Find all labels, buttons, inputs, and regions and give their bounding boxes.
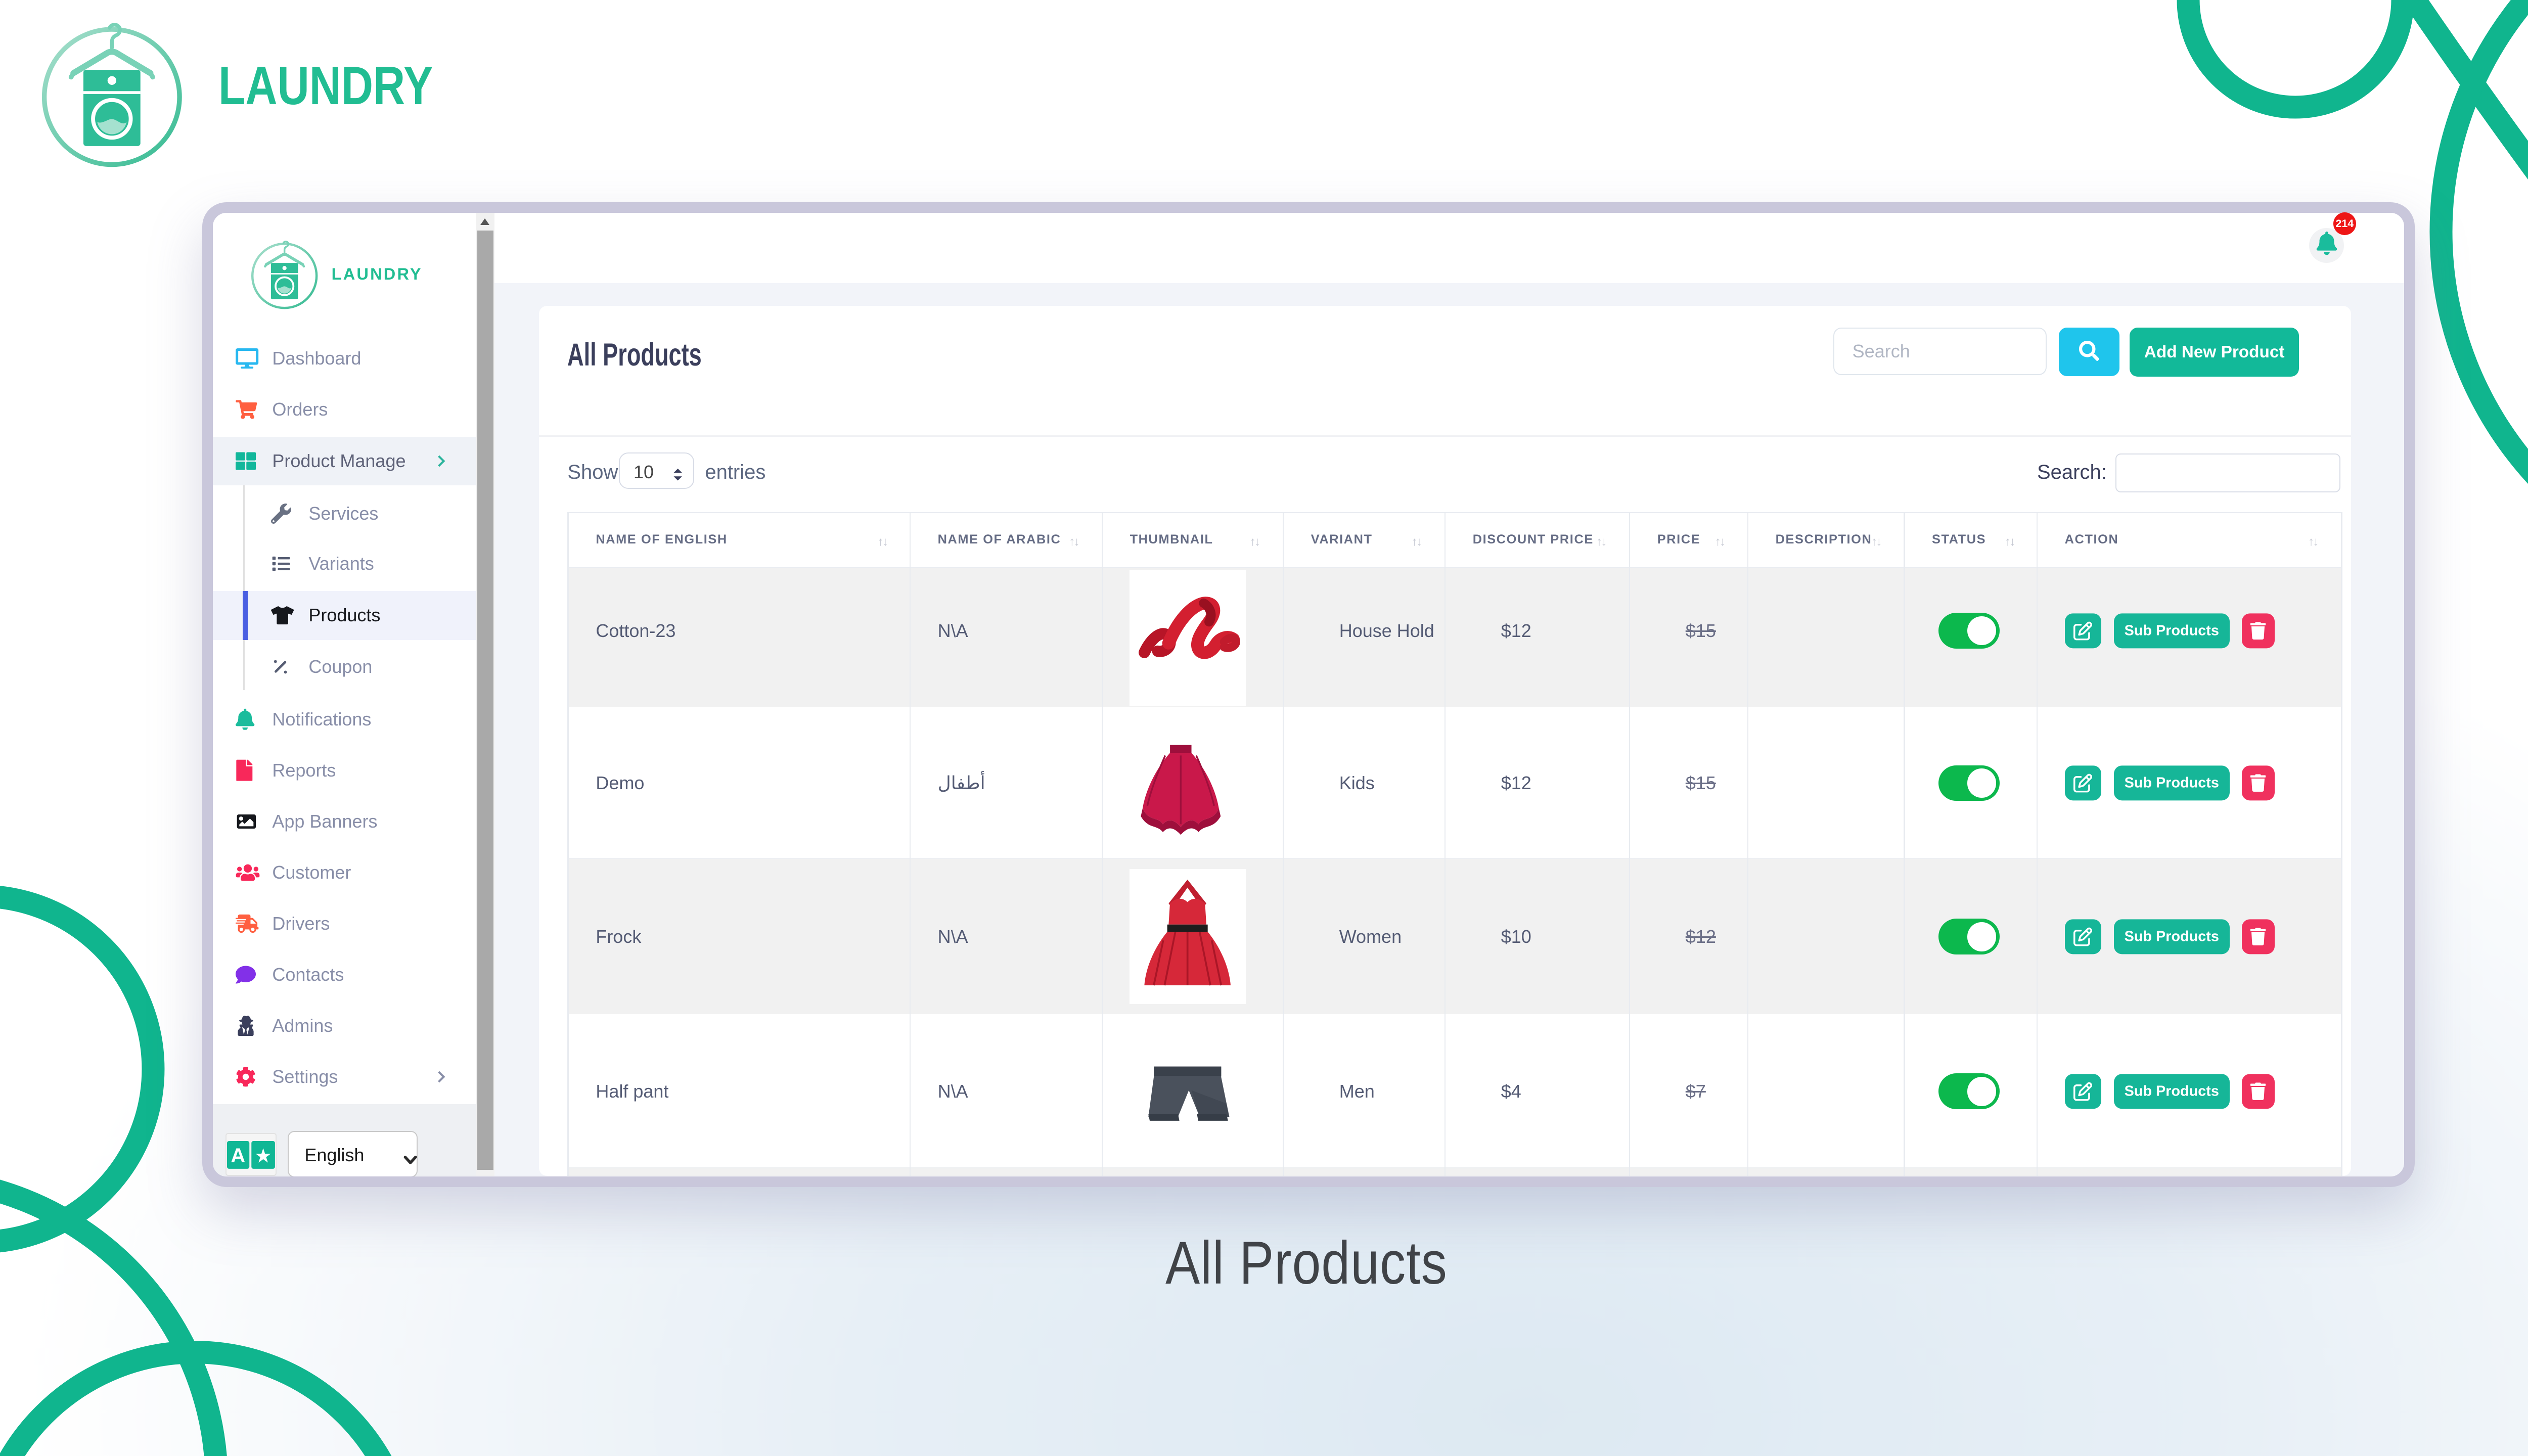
svg-text:★: ★ (255, 1147, 271, 1166)
svg-text:A: A (231, 1145, 245, 1167)
